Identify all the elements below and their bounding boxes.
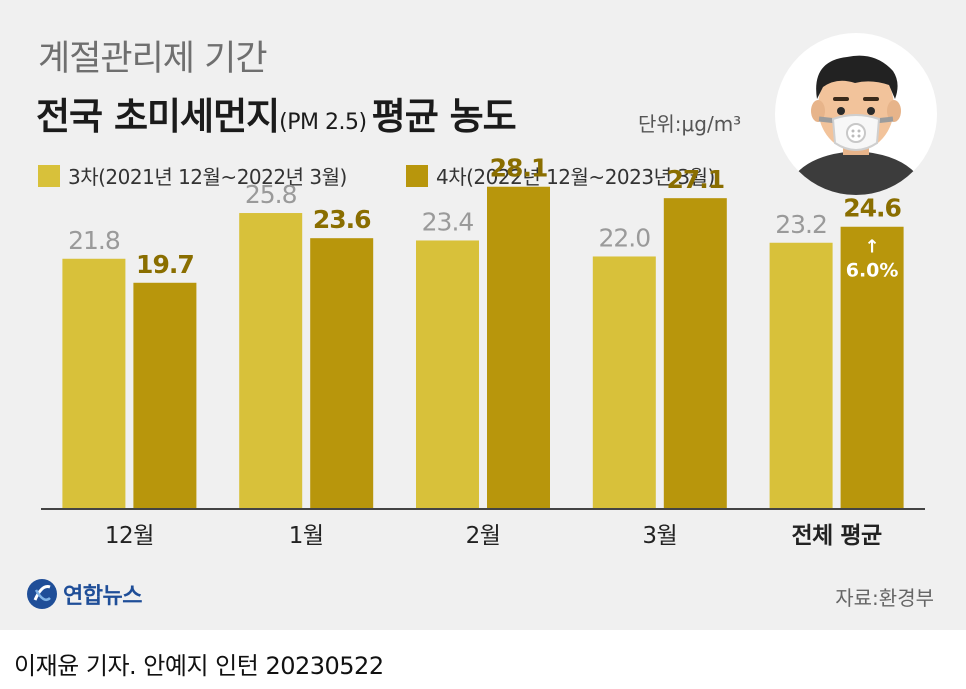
- data-label: 23.4: [422, 207, 474, 236]
- logo-text: 연합뉴스: [63, 584, 142, 609]
- x-tick-label: 1월: [289, 523, 324, 549]
- bar: [592, 256, 656, 508]
- title-end: 평균 농도: [371, 95, 517, 138]
- title-pm: (PM 2.5): [279, 110, 367, 135]
- data-label: 19.7: [136, 250, 194, 279]
- title-main: 전국 초미세먼지: [36, 95, 280, 138]
- bar: [133, 282, 197, 508]
- bar: [840, 226, 904, 508]
- annotation-arrow: ↑: [865, 237, 880, 258]
- legend-swatch: [38, 164, 60, 187]
- legend-label: 4차(2022년 12월~2023년 3월): [436, 165, 715, 189]
- bar: [62, 258, 126, 508]
- bar-chart: 21.8 19.7 12월 25.8 23.6 1월 23.4 28.1 2월 22.0 27.1 3…: [41, 154, 925, 549]
- bar: [769, 242, 833, 508]
- chart-subtitle: 계절관리제 기간: [38, 39, 268, 79]
- x-tick-label: 3월: [642, 523, 677, 549]
- legend-swatch: [406, 164, 428, 187]
- x-tick-label: 2월: [466, 523, 501, 549]
- x-tick-label: 전체 평균: [792, 523, 882, 549]
- legend-item-season4: 4차(2022년 12월~2023년 3월): [406, 161, 715, 190]
- bar: [310, 238, 374, 508]
- data-label: 28.1: [490, 154, 548, 183]
- legend-label: 3차(2021년 12월~2022년 3월): [68, 165, 347, 189]
- bar: [487, 186, 550, 508]
- yonhap-logo-icon: [27, 579, 57, 609]
- data-label: 22.0: [598, 223, 650, 252]
- masked-person-icon: [775, 33, 937, 195]
- x-tick-label: 12월: [105, 523, 154, 549]
- legend-item-season3: 3차(2021년 12월~2022년 3월): [38, 161, 347, 190]
- data-label: 27.1: [666, 165, 724, 194]
- data-label: 21.8: [68, 226, 120, 255]
- annotation-percent: 6.0%: [846, 260, 899, 282]
- bar: [416, 240, 479, 508]
- credit-line: 이재윤 기자. 안예지 인턴 20230522: [14, 652, 384, 680]
- source-label: 자료:환경부: [835, 586, 934, 610]
- chart-title: 전국 초미세먼지(PM 2.5) 평균 농도: [36, 86, 517, 140]
- bar: [663, 198, 727, 508]
- unit-label: 단위:μg/m³: [638, 112, 742, 136]
- data-label: 25.8: [245, 180, 297, 209]
- data-label: 24.6: [843, 194, 901, 223]
- bar: [239, 213, 303, 508]
- yonhap-logo: 연합뉴스: [26, 578, 142, 610]
- data-label: 23.6: [313, 205, 371, 234]
- data-label: 23.2: [775, 210, 827, 239]
